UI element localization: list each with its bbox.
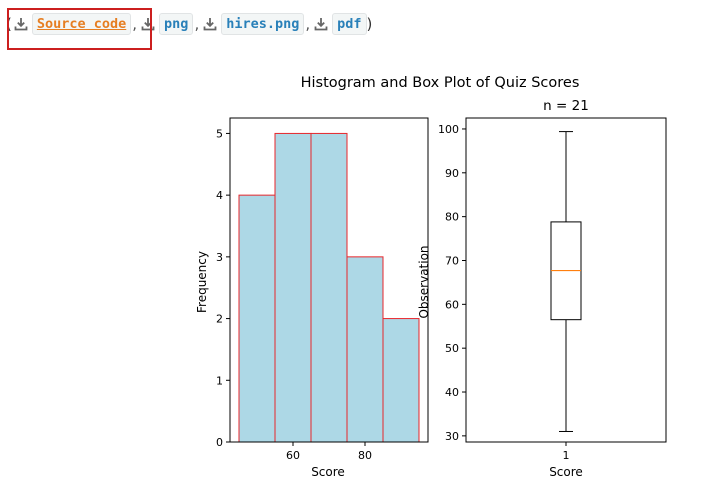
boxplot: 30 40 50 60 70 80 90 100 1 bbox=[438, 117, 667, 462]
histogram-frame bbox=[229, 117, 429, 443]
histogram-ylabel: Frequency bbox=[195, 251, 209, 313]
boxplot-y-tick-label: 30 bbox=[445, 430, 459, 443]
boxplot-y-tick-label: 80 bbox=[445, 211, 459, 224]
histogram-bar bbox=[310, 132, 348, 443]
download-source-code-label: Source code bbox=[31, 13, 132, 35]
histogram-y-tick-label: 1 bbox=[216, 374, 223, 387]
boxplot-y-tick-label: 90 bbox=[445, 167, 459, 180]
boxplot-y-tick-label: 100 bbox=[438, 123, 459, 136]
open-paren: ( bbox=[6, 15, 12, 33]
boxplot-ylabel: Observation bbox=[417, 245, 431, 318]
histogram-y-tick-label: 0 bbox=[216, 436, 223, 449]
download-pdf-link[interactable]: pdf bbox=[314, 13, 367, 35]
histogram-y-tick-label: 5 bbox=[216, 127, 223, 140]
download-hires-png-label: hires.png bbox=[221, 13, 305, 35]
boxplot-y-tick-label: 60 bbox=[445, 298, 459, 311]
histogram-x-tick-label: 80 bbox=[358, 449, 372, 462]
histogram-y-tick-label: 3 bbox=[216, 251, 223, 264]
download-icon bbox=[14, 18, 28, 31]
download-icon bbox=[203, 18, 217, 31]
boxplot-x-tick-label: 1 bbox=[563, 449, 570, 462]
histogram-bar bbox=[346, 256, 384, 443]
boxplot-y-tick-label: 40 bbox=[445, 386, 459, 399]
histogram-x-tick-label: 60 bbox=[286, 449, 300, 462]
figure: Histogram and Box Plot of Quiz Scores n … bbox=[0, 60, 713, 501]
histogram-bar bbox=[382, 318, 420, 443]
download-pdf-label: pdf bbox=[332, 13, 367, 35]
histogram-y-tick-label: 4 bbox=[216, 189, 223, 202]
boxplot-title: n = 21 bbox=[543, 98, 589, 114]
histogram-bar bbox=[238, 194, 276, 443]
boxplot-xlabel: Score bbox=[549, 465, 583, 479]
separator: , bbox=[194, 15, 200, 33]
download-bar: ( Source code , png , hires.png , pdf ) bbox=[6, 12, 374, 36]
histogram: 0 1 2 3 4 5 60 80 bbox=[216, 117, 429, 462]
figure-suptitle: Histogram and Box Plot of Quiz Scores bbox=[301, 75, 580, 91]
histogram-y-tick-label: 2 bbox=[216, 313, 223, 326]
boxplot-y-tick-label: 70 bbox=[445, 254, 459, 267]
separator: , bbox=[132, 15, 138, 33]
histogram-bar bbox=[274, 132, 312, 443]
separator: , bbox=[305, 15, 311, 33]
boxplot-y-tick-label: 50 bbox=[445, 342, 459, 355]
download-icon bbox=[314, 18, 328, 31]
download-source-code-link[interactable]: Source code bbox=[14, 13, 132, 35]
download-icon bbox=[141, 18, 155, 31]
figure-canvas: Histogram and Box Plot of Quiz Scores n … bbox=[195, 75, 667, 479]
close-paren: ) bbox=[366, 15, 373, 33]
histogram-xlabel: Score bbox=[311, 465, 345, 479]
download-png-link[interactable]: png bbox=[141, 13, 194, 35]
download-png-label: png bbox=[159, 13, 194, 35]
download-hires-png-link[interactable]: hires.png bbox=[203, 13, 305, 35]
